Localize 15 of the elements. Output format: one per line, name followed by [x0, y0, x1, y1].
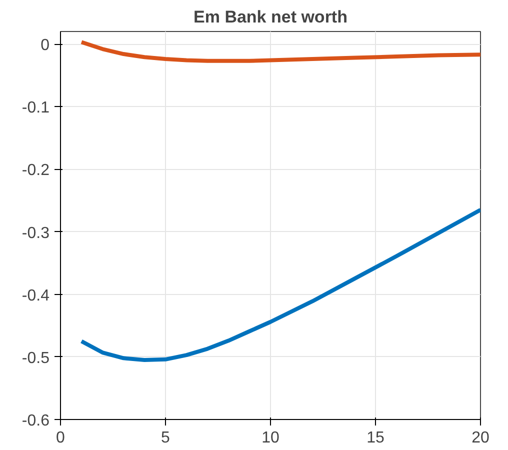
- x-tick-label: 15: [366, 430, 384, 446]
- x-tick-label: 0: [56, 430, 66, 446]
- y-tick-label: -0.2: [22, 162, 50, 180]
- line-series: [80, 40, 480, 63]
- x-tick-label: 10: [262, 430, 280, 446]
- x-tick-label: 20: [472, 430, 490, 446]
- y-tick-label: -0.4: [22, 287, 50, 304]
- line-series: [80, 208, 480, 362]
- y-tick-label: -0.6: [22, 412, 50, 430]
- y-tick-label: -0.1: [22, 100, 50, 117]
- x-tick-label: 5: [161, 430, 170, 446]
- y-tick-label: 0: [40, 37, 50, 54]
- y-tick-label: -0.3: [22, 224, 50, 242]
- chart-title: Em Bank net worth: [194, 8, 348, 26]
- y-tick-label: -0.5: [22, 350, 50, 367]
